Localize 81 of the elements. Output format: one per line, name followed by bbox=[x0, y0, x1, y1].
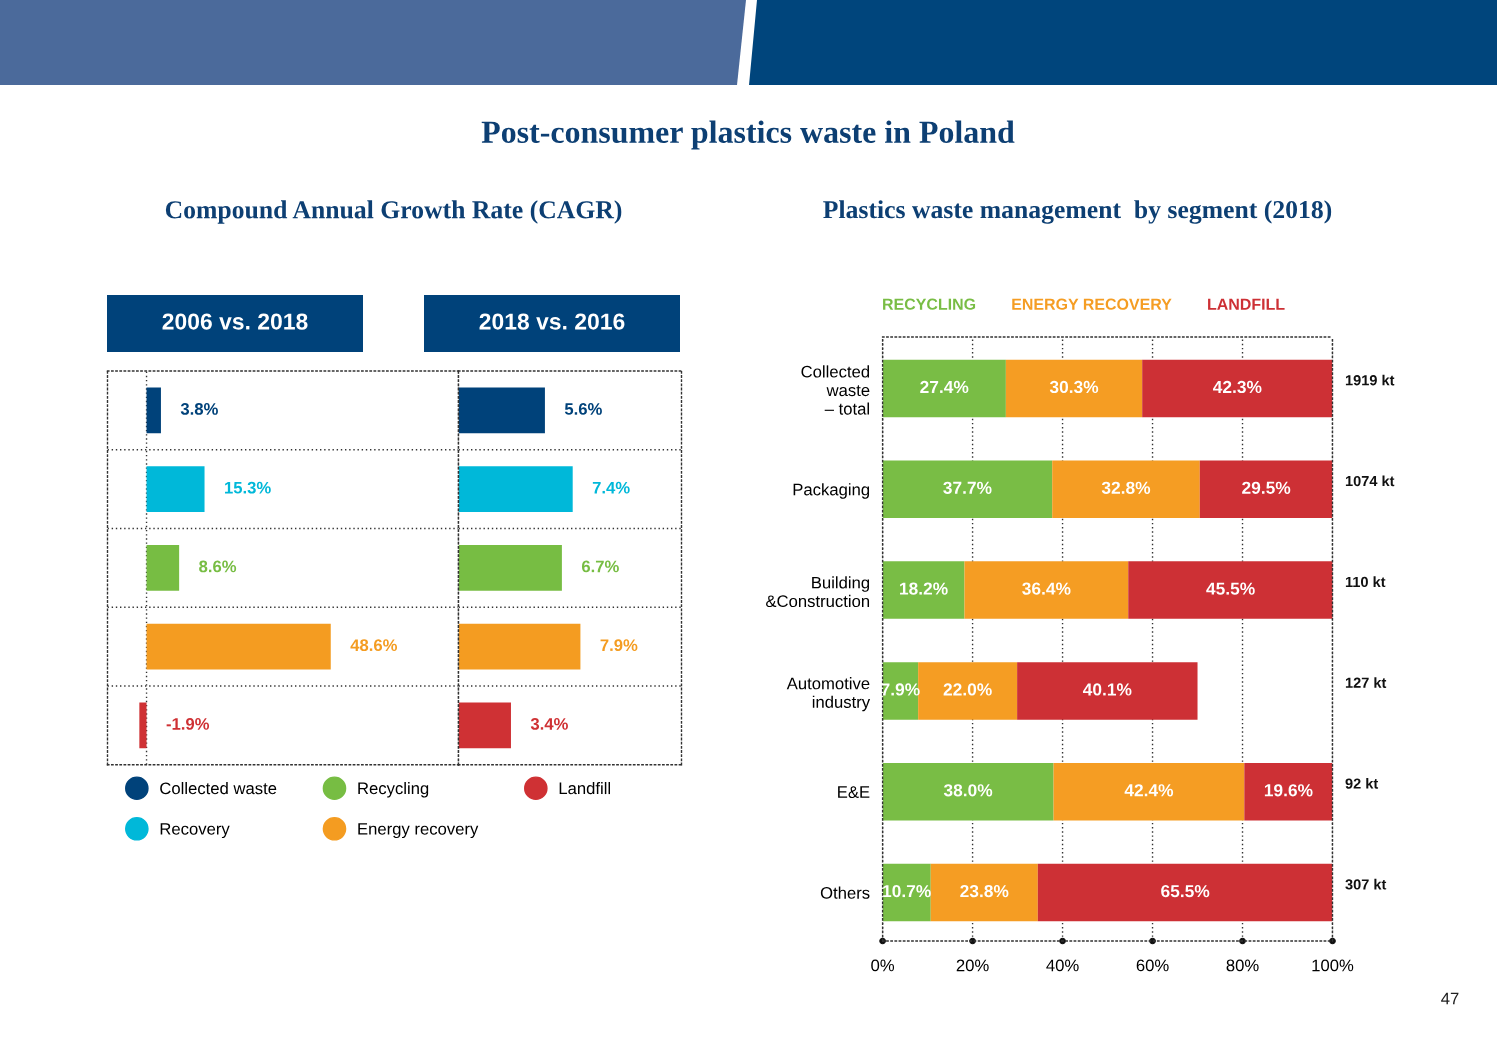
data-label: 45.5% bbox=[1206, 582, 1255, 595]
bar bbox=[1037, 863, 1333, 922]
bar bbox=[458, 466, 573, 512]
text: RECYCLING bbox=[883, 298, 976, 310]
bar bbox=[882, 561, 965, 619]
data-label: 36.4% bbox=[1022, 582, 1071, 595]
bar bbox=[1244, 763, 1333, 821]
legend-label: Recovery bbox=[160, 823, 230, 839]
y-tick-label: Packaging bbox=[793, 483, 870, 499]
y-tick-label: Collected waste – total bbox=[801, 365, 870, 415]
data-label: 42.3% bbox=[1213, 380, 1262, 394]
bar bbox=[1017, 662, 1198, 720]
legend-label: Recycling bbox=[358, 782, 429, 798]
bar bbox=[1052, 460, 1200, 518]
data-label: 48.6% bbox=[350, 639, 398, 652]
data-label: 15.3% bbox=[225, 481, 271, 494]
bar bbox=[882, 359, 1006, 418]
bar bbox=[458, 387, 545, 434]
chart-subtitle: 2006 vs. 2018 bbox=[162, 313, 308, 330]
legend-label: Landfill bbox=[559, 782, 611, 795]
data-label: 22.0% bbox=[943, 683, 992, 696]
data-label: 30.3% bbox=[1049, 380, 1099, 394]
bar bbox=[1199, 460, 1333, 518]
y-tick-label: Others bbox=[820, 886, 870, 899]
text: ENERGY RECOVERY bbox=[1012, 298, 1172, 310]
data-label: 29.5% bbox=[1242, 481, 1291, 494]
x-tick-label: 40% bbox=[1046, 959, 1079, 972]
text: 127 kt bbox=[1345, 677, 1387, 688]
data-label: 5.6% bbox=[564, 403, 602, 415]
data-label: 37.7% bbox=[943, 481, 992, 494]
bar bbox=[458, 702, 511, 749]
data-label: 42.4% bbox=[1124, 784, 1174, 797]
data-label: 8.6% bbox=[199, 560, 237, 573]
data-label: 7.9% bbox=[600, 639, 638, 652]
text: 1074 kt bbox=[1345, 475, 1395, 487]
chart-title: Plastics waste management by segment (2018) bbox=[823, 200, 1332, 224]
bar bbox=[458, 545, 562, 591]
x-tick-label: 0% bbox=[871, 959, 895, 972]
data-label: 3.8% bbox=[180, 403, 218, 415]
bar bbox=[882, 863, 931, 922]
y-tick-label: Automotive industry bbox=[786, 677, 871, 712]
chart-subtitle: 2018 vs. 2016 bbox=[479, 313, 625, 330]
text: 307 kt bbox=[1345, 878, 1387, 890]
data-label: 18.2% bbox=[900, 582, 948, 595]
text: 110 kt bbox=[1345, 576, 1386, 588]
data-label: 32.8% bbox=[1101, 481, 1151, 494]
data-label: 7.4% bbox=[592, 481, 630, 494]
bar bbox=[1128, 561, 1333, 619]
bar bbox=[918, 662, 1018, 720]
data-label: 23.8% bbox=[960, 884, 1009, 898]
bar bbox=[1142, 359, 1333, 418]
text: Post-consumer plastics waste in Poland bbox=[481, 120, 1015, 150]
bar bbox=[930, 863, 1038, 922]
y-tick-label: E&E bbox=[838, 786, 870, 798]
legend-label: Energy recovery bbox=[358, 823, 479, 839]
data-label: 38.0% bbox=[943, 784, 993, 797]
y-tick-label: Building &Construction bbox=[766, 576, 870, 608]
data-label: 27.4% bbox=[920, 380, 969, 394]
bar bbox=[1053, 763, 1245, 821]
x-tick-label: 80% bbox=[1226, 959, 1259, 972]
text: 92 kt bbox=[1345, 778, 1379, 789]
data-label: 65.5% bbox=[1161, 884, 1210, 898]
bar bbox=[458, 623, 581, 670]
legend-label: Collected waste bbox=[160, 782, 277, 795]
bar bbox=[964, 561, 1129, 619]
x-tick-label: 60% bbox=[1136, 959, 1169, 972]
bar bbox=[882, 763, 1054, 821]
data-label: 40.1% bbox=[1082, 683, 1132, 696]
bar bbox=[882, 460, 1053, 518]
text: 1919 kt bbox=[1345, 374, 1395, 386]
bar bbox=[1005, 359, 1143, 418]
data-label: 6.7% bbox=[581, 560, 619, 573]
data-label: -1.9% bbox=[166, 718, 210, 730]
x-tick-label: 100% bbox=[1312, 959, 1354, 972]
x-tick-label: 20% bbox=[956, 959, 989, 972]
data-label: 19.6% bbox=[1264, 784, 1313, 797]
text: LANDFILL bbox=[1208, 298, 1285, 310]
data-label: 3.4% bbox=[530, 718, 568, 730]
data-label: 10.7% bbox=[883, 884, 931, 898]
text: 47 bbox=[1441, 992, 1459, 1005]
chart-title: Compound Annual Growth Rate (CAGR) bbox=[165, 200, 622, 224]
